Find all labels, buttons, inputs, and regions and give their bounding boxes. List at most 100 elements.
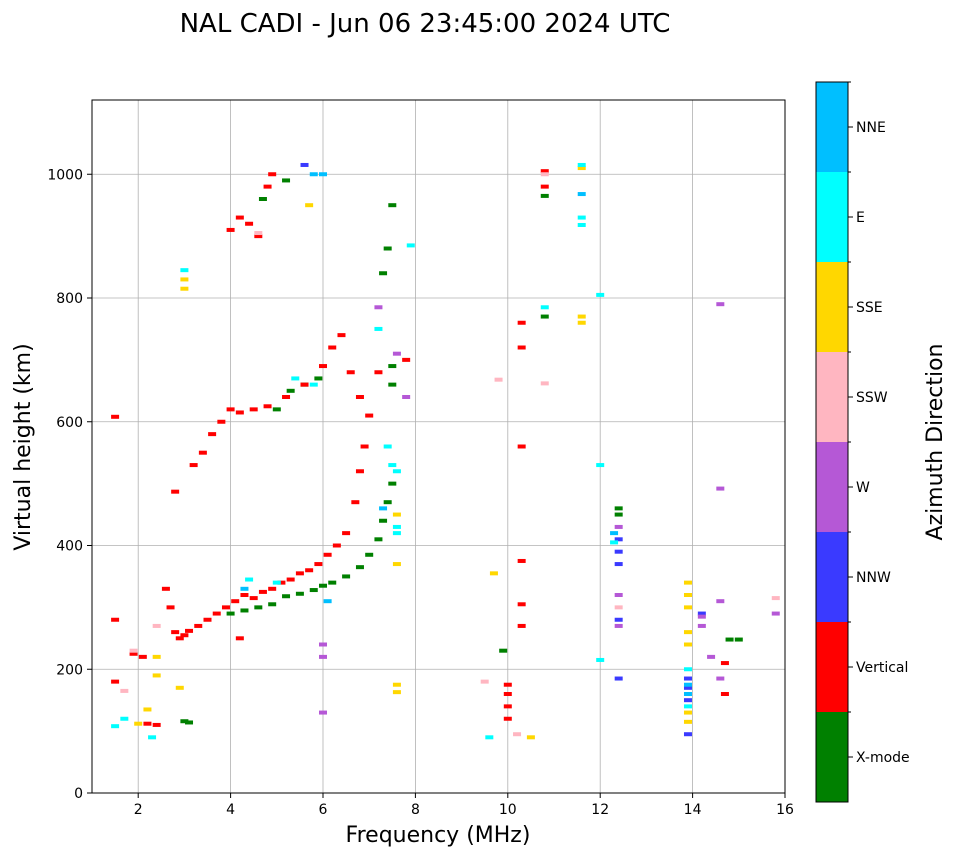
data-point (268, 172, 277, 177)
data-point (577, 166, 586, 171)
data-point (683, 732, 692, 737)
data-point (258, 197, 267, 201)
colorbar-segment (816, 622, 848, 712)
data-point (489, 571, 498, 576)
x-tick-label: 4 (226, 802, 235, 818)
data-point (143, 707, 152, 712)
data-point (388, 382, 397, 387)
y-axis-ticks: 0 200 400 600 800 1000 (47, 167, 92, 802)
data-point (152, 722, 161, 727)
data-point (120, 688, 129, 693)
colorbar-tick-label: E (856, 210, 865, 226)
data-point (577, 314, 586, 319)
series-e (111, 162, 692, 740)
data-point (388, 364, 397, 369)
y-tick-label: 800 (56, 291, 83, 307)
data-point (226, 407, 235, 412)
data-point (614, 537, 623, 542)
data-point (198, 450, 207, 455)
data-point (282, 395, 291, 399)
data-point (282, 178, 291, 183)
data-point (342, 531, 351, 536)
data-point (503, 682, 512, 687)
data-point (392, 512, 401, 517)
data-point (328, 345, 337, 350)
data-point (212, 611, 221, 616)
colorbar-segment (816, 262, 848, 352)
data-point (217, 419, 226, 424)
data-point (383, 500, 392, 505)
data-point (402, 395, 411, 399)
series-w (319, 302, 780, 715)
data-point (379, 506, 388, 511)
data-point (263, 404, 272, 409)
series-sse (134, 166, 692, 740)
data-point (235, 636, 244, 641)
data-point (258, 589, 267, 594)
data-point (392, 351, 401, 356)
data-point (240, 586, 249, 591)
data-point (254, 234, 263, 239)
data-point (203, 617, 212, 622)
data-point (161, 586, 170, 591)
data-point (540, 184, 549, 189)
series-nnw (300, 162, 706, 737)
data-point (683, 692, 692, 696)
data-point (540, 381, 549, 386)
data-point (180, 719, 189, 724)
data-point (360, 444, 369, 449)
data-point (111, 679, 120, 684)
data-point (291, 376, 300, 381)
data-point (540, 314, 549, 319)
data-point (272, 580, 281, 585)
data-point (268, 586, 277, 591)
data-point (134, 721, 143, 726)
data-point (365, 552, 374, 557)
data-point (614, 512, 623, 517)
data-point (374, 370, 383, 375)
colorbar-segment (816, 352, 848, 442)
data-point (683, 580, 692, 585)
y-tick-label: 400 (56, 539, 83, 555)
data-point (263, 184, 272, 189)
colorbar-tick-label: W (856, 480, 870, 496)
plot-frame (91, 99, 786, 794)
colorbar-tick-label: NNW (856, 570, 891, 586)
data-point (697, 614, 706, 619)
data-point (577, 192, 586, 197)
data-point (323, 599, 332, 604)
data-point (305, 568, 314, 573)
data-point (716, 676, 725, 681)
data-point (503, 692, 512, 696)
data-point (526, 735, 535, 740)
data-point (166, 605, 175, 610)
data-point (355, 395, 364, 399)
data-point (305, 203, 314, 208)
data-point (111, 724, 120, 729)
data-point (392, 531, 401, 536)
data-point (323, 552, 332, 557)
data-point (152, 673, 161, 678)
data-point (226, 611, 235, 616)
data-point (610, 540, 619, 545)
data-point (716, 302, 725, 307)
data-point (734, 637, 743, 642)
colorbar-frame (815, 81, 849, 803)
data-point (503, 716, 512, 721)
data-point (517, 602, 526, 607)
data-point (485, 735, 494, 740)
data-point (614, 623, 623, 628)
data-point (328, 580, 337, 585)
data-point (235, 215, 244, 220)
data-point (383, 444, 392, 449)
data-point (720, 661, 729, 666)
data-point (614, 506, 623, 511)
plot-area: 2 4 6 8 10 12 14 16 0 200 400 600 800 1000 (47, 99, 794, 818)
data-point (577, 222, 586, 227)
data-point (577, 162, 586, 167)
data-point (720, 692, 729, 696)
x-tick-label: 8 (411, 802, 420, 818)
data-point (208, 432, 217, 437)
y-axis-label: Virtual height (km) (11, 343, 36, 550)
